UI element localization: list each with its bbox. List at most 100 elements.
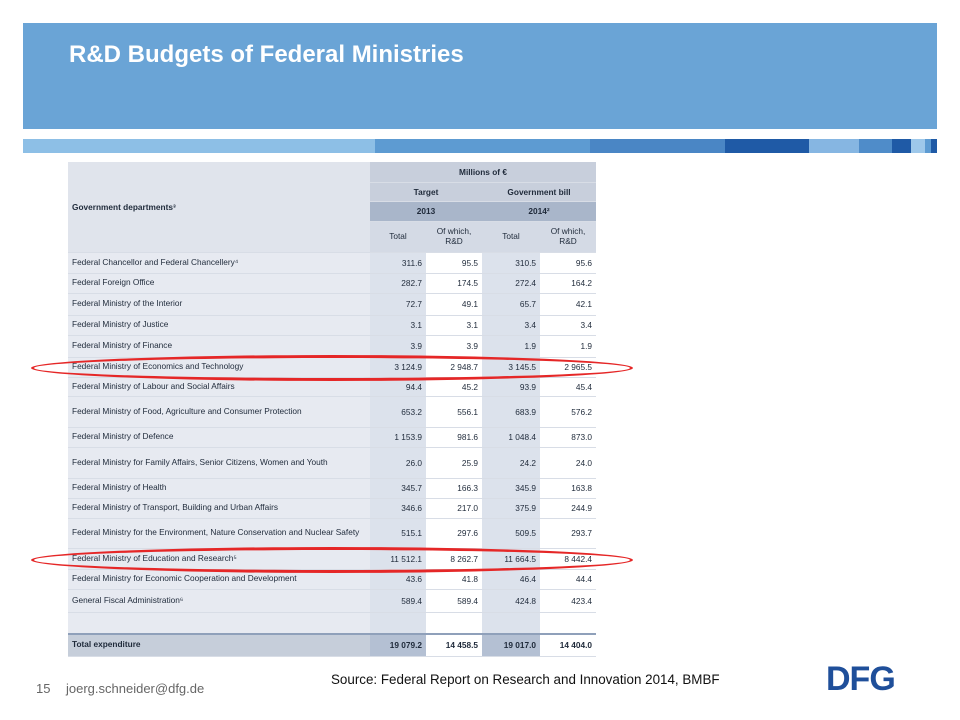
gov-bill-header: Government bill — [482, 182, 597, 202]
rd-col-header: Of which, R&D — [426, 221, 482, 253]
footer-email: joerg.schneider@dfg.de — [66, 681, 205, 696]
empty-cell — [68, 612, 370, 635]
total-target-total-cell: 19 079.2 — [370, 633, 426, 657]
bill-total-cell: 424.8 — [482, 589, 540, 613]
title-banner: R&D Budgets of Federal Ministries — [23, 23, 937, 129]
dept-name: Federal Ministry of Defence — [68, 427, 370, 448]
bill-total-cell: 683.9 — [482, 396, 540, 428]
total-row: Total expenditure 19 079.2 14 458.5 19 017.… — [68, 633, 597, 657]
bill-rd-cell: 1.9 — [540, 335, 597, 358]
target-rd-cell: 297.6 — [426, 518, 482, 549]
bill-rd-cell: 244.9 — [540, 498, 597, 519]
highlight-ellipse — [31, 355, 633, 381]
target-rd-cell: 556.1 — [426, 396, 482, 428]
target-total-cell: 3.1 — [370, 315, 426, 336]
slide-title: R&D Budgets of Federal Ministries — [69, 41, 464, 68]
bill-total-cell: 3.4 — [482, 315, 540, 336]
table-row: Federal Ministry of Health 345.7 166.3 345.… — [68, 478, 597, 499]
dept-name: Federal Foreign Office — [68, 273, 370, 294]
table-row: Federal Ministry for Economic Cooperatio… — [68, 569, 597, 590]
dept-name: Federal Ministry for the Environment, Na… — [68, 518, 370, 549]
bill-total-cell: 375.9 — [482, 498, 540, 519]
total-target-rd-cell: 14 458.5 — [426, 633, 482, 657]
bill-rd-cell: 576.2 — [540, 396, 597, 428]
bill-total-cell: 93.9 — [482, 377, 540, 397]
budget-table-image: Government departments³ Millions of € Ta… — [68, 162, 597, 657]
target-rd-cell: 49.1 — [426, 293, 482, 316]
dept-name: Federal Ministry of Health — [68, 478, 370, 499]
target-total-cell: 3.9 — [370, 335, 426, 358]
target-rd-cell: 3.1 — [426, 315, 482, 336]
table-row: Federal Ministry of the Interior 72.7 49.1… — [68, 293, 597, 316]
bill-rd-cell: 45.4 — [540, 377, 597, 397]
stripe-segment — [375, 139, 590, 153]
dfg-logo: DFG — [826, 660, 896, 696]
stripe-segment — [590, 139, 725, 153]
page-number: 15 — [36, 681, 51, 696]
stripe-segment — [725, 139, 809, 153]
bill-rd-cell: 95.6 — [540, 252, 597, 274]
bill-rd-cell: 423.4 — [540, 589, 597, 613]
total-bill-rd-cell: 14 404.0 — [540, 633, 597, 657]
spacer-row — [68, 612, 597, 635]
target-total-cell: 43.6 — [370, 569, 426, 590]
target-header: Target — [370, 182, 482, 202]
bill-total-cell: 65.7 — [482, 293, 540, 316]
bill-rd-cell: 293.7 — [540, 518, 597, 549]
bill-total-cell: 1 048.4 — [482, 427, 540, 448]
bill-total-cell: 310.5 — [482, 252, 540, 274]
target-total-cell: 94.4 — [370, 377, 426, 397]
table-row: Federal Foreign Office 282.7 174.5 272.4 164… — [68, 273, 597, 294]
target-total-cell: 589.4 — [370, 589, 426, 613]
target-rd-cell: 41.8 — [426, 569, 482, 590]
table-row: Federal Ministry of Finance 3.9 3.9 1.9 1.9 — [68, 335, 597, 358]
stripe-segment — [925, 139, 931, 153]
target-rd-cell: 166.3 — [426, 478, 482, 499]
bill-rd-cell: 164.2 — [540, 273, 597, 294]
target-rd-cell: 589.4 — [426, 589, 482, 613]
total-label: Total expenditure — [68, 633, 370, 657]
dept-name: Federal Ministry of Justice — [68, 315, 370, 336]
dept-name: Federal Ministry of Finance — [68, 335, 370, 358]
target-rd-cell: 25.9 — [426, 447, 482, 479]
stripe-segment — [859, 139, 892, 153]
bill-total-cell: 345.9 — [482, 478, 540, 499]
total-bill-total-cell: 19 017.0 — [482, 633, 540, 657]
bill-total-cell: 272.4 — [482, 273, 540, 294]
dept-name: Federal Ministry of the Interior — [68, 293, 370, 316]
dept-name: Federal Ministry for Family Affairs, Sen… — [68, 447, 370, 479]
target-total-cell: 311.6 — [370, 252, 426, 274]
target-rd-cell: 3.9 — [426, 335, 482, 358]
bill-rd-cell: 873.0 — [540, 427, 597, 448]
dept-name: Federal Ministry of Transport, Building … — [68, 498, 370, 519]
empty-cell — [426, 612, 482, 635]
total-col-header: Total — [370, 221, 426, 253]
year-2013-header: 2013 — [370, 201, 482, 222]
target-total-cell: 515.1 — [370, 518, 426, 549]
dfg-logo-text: DFG — [826, 660, 895, 696]
table-row: Federal Ministry of Food, Agriculture an… — [68, 396, 597, 428]
target-total-cell: 653.2 — [370, 396, 426, 428]
target-total-cell: 26.0 — [370, 447, 426, 479]
dept-name: Federal Ministry for Economic Cooperatio… — [68, 569, 370, 590]
target-rd-cell: 217.0 — [426, 498, 482, 519]
target-total-cell: 345.7 — [370, 478, 426, 499]
total-col-header: Total — [482, 221, 540, 253]
empty-cell — [482, 612, 540, 635]
stripe-segment — [911, 139, 925, 153]
empty-cell — [540, 612, 597, 635]
stripe-segment — [809, 139, 859, 153]
table-row: Federal Ministry for the Environment, Na… — [68, 518, 597, 549]
table-row: Federal Ministry for Family Affairs, Sen… — [68, 447, 597, 479]
table-row: Federal Chancellor and Federal Chancelle… — [68, 252, 597, 274]
bill-total-cell: 24.2 — [482, 447, 540, 479]
millions-header: Millions of € — [370, 162, 597, 183]
bill-rd-cell: 44.4 — [540, 569, 597, 590]
empty-cell — [370, 612, 426, 635]
target-total-cell: 72.7 — [370, 293, 426, 316]
highlight-ellipse — [31, 547, 633, 573]
stripe-segment — [931, 139, 937, 153]
bill-total-cell: 46.4 — [482, 569, 540, 590]
table-row: Federal Ministry of Labour and Social Af… — [68, 377, 597, 397]
target-rd-cell: 174.5 — [426, 273, 482, 294]
